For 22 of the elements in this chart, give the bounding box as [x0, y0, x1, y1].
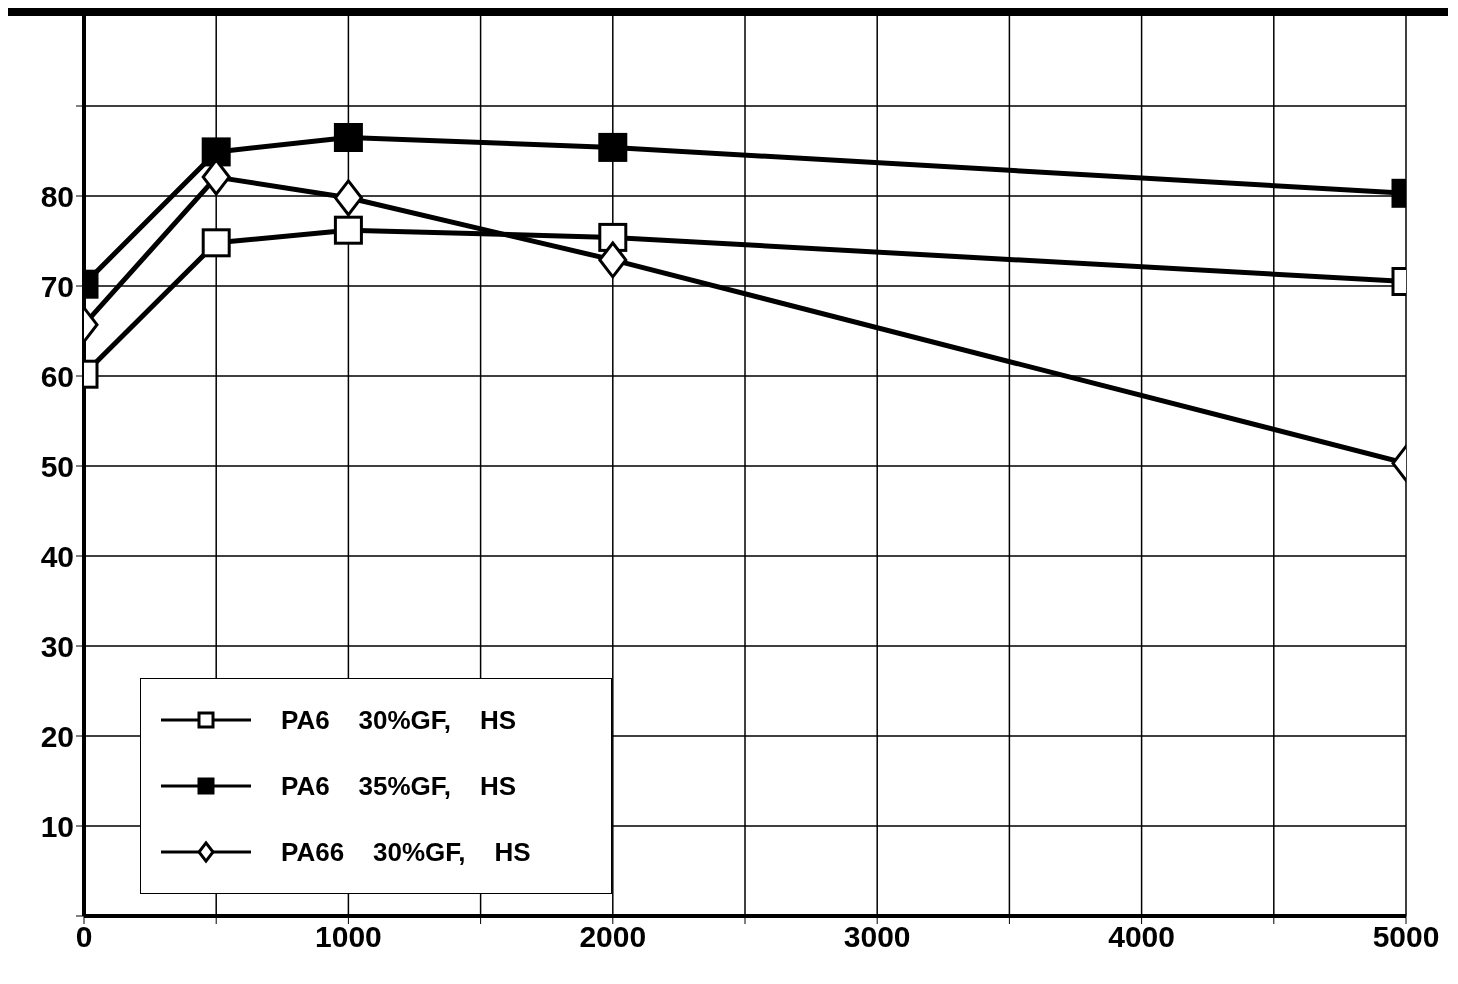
- y-tick-label: 30: [40, 629, 74, 663]
- legend-label: PA66 30%GF, HS: [281, 836, 531, 868]
- point: [333, 179, 363, 217]
- y-tick-label: 80: [40, 179, 74, 213]
- x-tick-label: 0: [75, 920, 93, 954]
- x-tick-label: 1000: [315, 920, 382, 954]
- y-tick-label: 20: [40, 719, 74, 753]
- point: [333, 123, 363, 152]
- point: [201, 137, 231, 167]
- y-tick-label: 70: [40, 269, 74, 303]
- legend-label: PA6 30%GF, HS: [281, 704, 517, 736]
- x-tick-label: 3000: [843, 920, 911, 954]
- point: [333, 215, 363, 245]
- point: [201, 228, 231, 258]
- x-tick-label: 5000: [1372, 920, 1440, 954]
- y-tick-label: 40: [40, 539, 74, 573]
- x-tick-label: 2000: [579, 920, 647, 954]
- x-tick-label: 4000: [1108, 920, 1175, 954]
- y-tick-label: 50: [40, 449, 74, 483]
- legend-label: PA6 35%GF, HS: [281, 770, 517, 802]
- y-tick-label: 60: [40, 359, 74, 393]
- y-tick-label: 10: [40, 809, 74, 843]
